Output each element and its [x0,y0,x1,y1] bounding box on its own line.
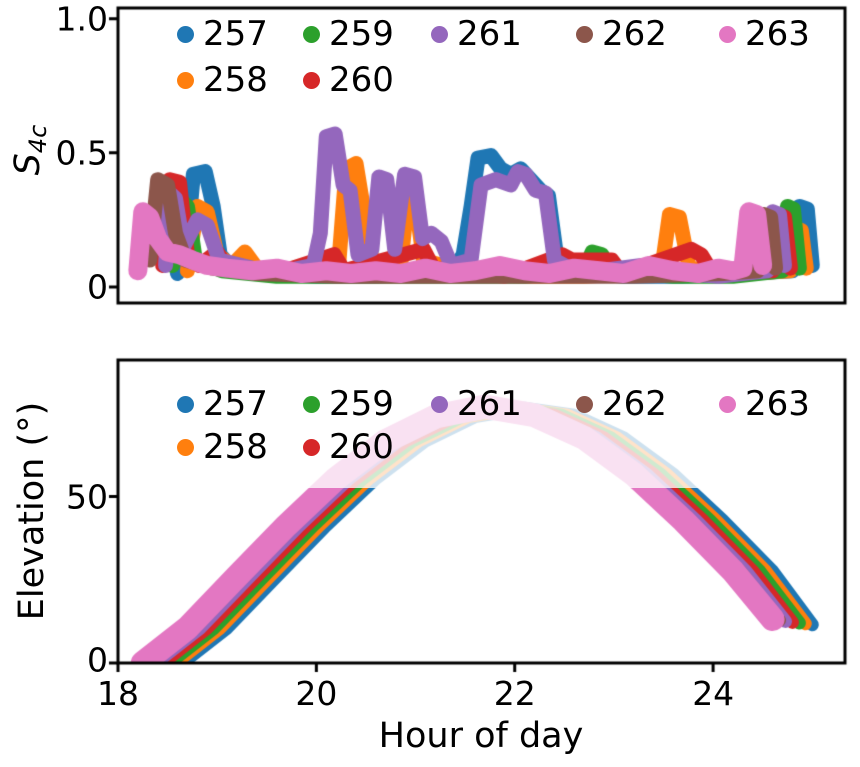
legend-item-263: 263 [719,17,810,51]
top-ytick-label-0.5: 0.5 [55,133,108,173]
legend-item-260: 260 [303,63,394,97]
top-y-axis-label-sub: 4c [24,124,52,154]
xtick-label-22: 22 [493,674,536,713]
legend-dot-263-icon [719,25,736,43]
legend-label-263: 263 [745,14,810,54]
xtick-label-20: 20 [295,674,338,713]
legend-item-257-b: 257 [177,387,268,421]
legend-label-261: 261 [457,14,522,54]
legend-item-257: 257 [177,17,268,51]
xtick-label-24: 24 [692,674,735,713]
legend-label-260: 260 [329,60,394,100]
legend-label-257: 257 [203,14,268,54]
legend-dot-260-icon [303,438,320,456]
legend-dot-257-icon [177,395,194,413]
bottom-legend-background [158,368,816,488]
top-ytick-label-1.0: 1.0 [55,0,108,39]
top-legend-background [158,12,816,112]
legend-item-258: 258 [177,63,268,97]
legend-item-259-b: 259 [303,387,394,421]
top-y-axis-label: S4c [8,125,52,176]
legend-dot-262-icon [576,25,593,43]
xtick-label-18: 18 [97,674,139,713]
legend-label-258: 258 [203,427,268,467]
legend-dot-259-icon [303,395,320,413]
top-ytick-label-0: 0 [87,267,108,307]
legend-dot-257-icon [177,25,194,43]
legend-label-258: 258 [203,60,268,100]
legend-dot-263-icon [719,395,736,413]
legend-dot-262-icon [576,395,593,413]
legend-dot-258-icon [177,438,194,456]
bottom-ytick-label-0: 0 [87,640,108,680]
legend-item-262: 262 [576,17,667,51]
legend-item-262-b: 262 [576,387,667,421]
legend-item-261-b: 261 [431,387,522,421]
legend-item-263-b: 263 [719,387,810,421]
top-y-axis-label-main: S [8,153,48,176]
x-axis-label: Hour of day [378,716,584,756]
legend-label-262: 262 [602,384,667,424]
legend-label-259: 259 [329,384,394,424]
legend-item-258-b: 258 [177,430,268,464]
legend-label-263: 263 [745,384,810,424]
bottom-y-axis-label: Elevation (°) [12,401,52,621]
legend-item-259: 259 [303,17,394,51]
legend-label-262: 262 [602,14,667,54]
legend-item-261: 261 [431,17,522,51]
legend-dot-259-icon [303,25,320,43]
bottom-ytick-label-50: 50 [66,477,108,516]
legend-dot-258-icon [177,71,194,89]
legend-label-257: 257 [203,384,268,424]
legend-label-261: 261 [457,384,522,424]
legend-dot-261-icon [431,395,448,413]
legend-label-259: 259 [329,14,394,54]
legend-label-260: 260 [329,427,394,467]
legend-item-260-b: 260 [303,430,394,464]
legend-dot-261-icon [431,25,448,43]
legend-dot-260-icon [303,71,320,89]
